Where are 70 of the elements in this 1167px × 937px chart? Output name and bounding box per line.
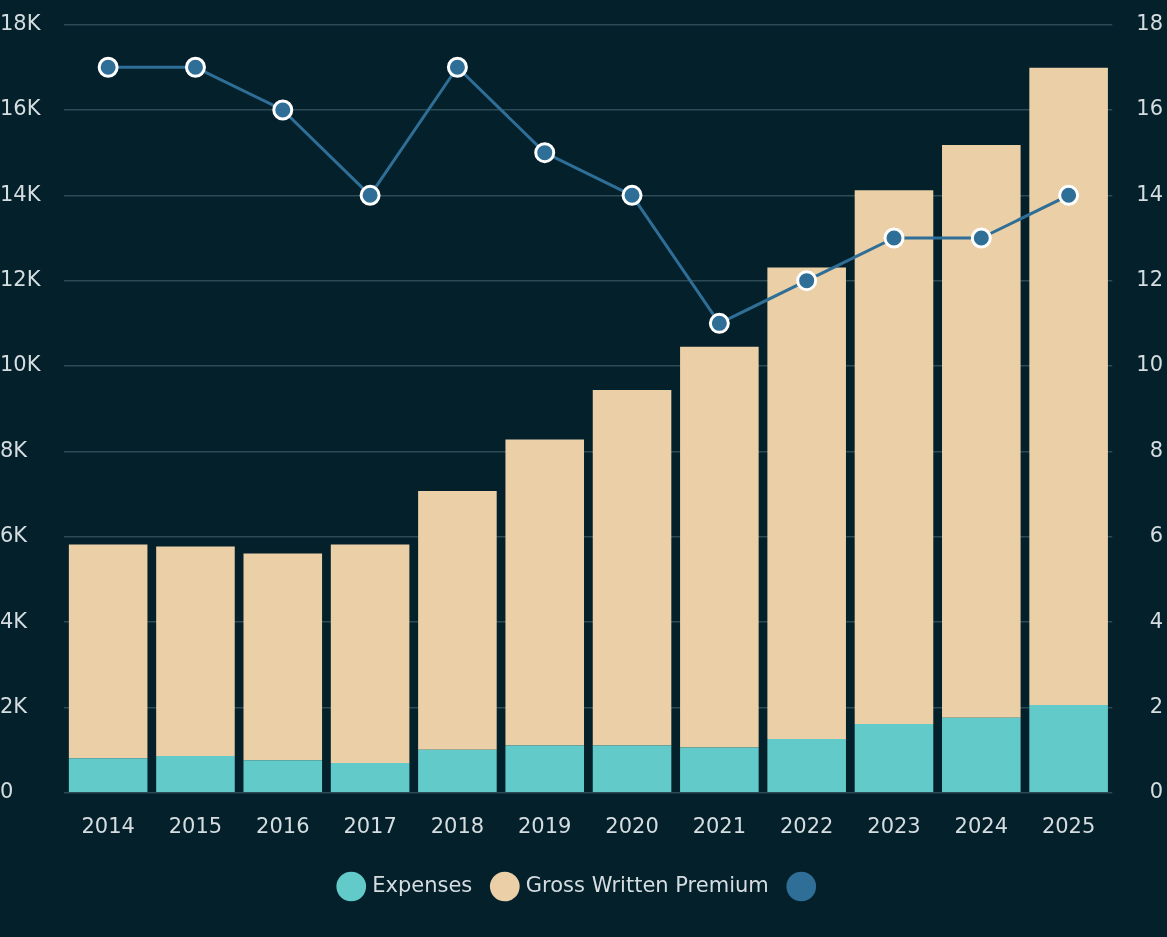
x-tick-label: 2022 [779,813,834,838]
bar [1029,704,1108,793]
bar [680,346,759,748]
point [359,184,381,206]
bar [767,267,846,740]
bar [330,544,410,763]
bar [942,144,1021,718]
bar [68,544,148,759]
point [272,99,294,121]
y-tick-label: 0 [0,779,14,804]
bar [680,747,759,793]
bar [942,717,1021,793]
x-tick-label: 2024 [954,813,1009,838]
y2-tick-label: 2 [1149,693,1163,718]
bar [243,553,323,761]
bar [243,760,323,793]
point [796,270,818,292]
y2-tick-label: 6 [1149,523,1163,548]
y2-tick-label: 0 [1149,779,1163,804]
y2-tick-label: 8 [1149,437,1163,462]
x-tick-label: 2025 [1041,813,1096,838]
y2-tick-label: 12 [1136,267,1163,292]
point [883,227,905,249]
y-tick-label: 8K [0,437,29,462]
bar [854,190,934,725]
y-tick-label: 6K [0,523,29,548]
y2-tick-label: 16 [1136,96,1163,121]
x-tick-label: 2015 [168,813,223,838]
y-tick-label: 2K [0,693,29,718]
point [534,142,556,164]
bar [505,745,585,793]
y-tick-label: 16K [0,96,42,121]
point [1058,184,1080,206]
bar [505,439,585,746]
bar [156,756,235,793]
x-tick-label: 2018 [430,813,485,838]
x-tick-label: 2021 [692,813,747,838]
bar [854,724,934,793]
point [446,56,468,78]
y-tick-label: 4K [0,608,29,633]
bar [1029,67,1108,705]
bar [592,745,672,793]
y2-tick-label: 4 [1149,608,1163,633]
bar [68,758,148,793]
y-tick-label: 14K [0,181,42,206]
y2-tick-label: 18 [1136,11,1163,36]
point [97,56,119,78]
x-tick-label: 2023 [867,813,921,838]
y2-tick-label: 14 [1136,181,1163,206]
x-tick-label: 2019 [518,813,572,838]
y-tick-label: 12K [0,267,42,292]
bar [592,389,672,746]
y2-tick-label: 10 [1136,352,1163,377]
y-tick-label: 18K [0,11,42,36]
x-tick-label: 2017 [343,813,397,838]
point [621,184,643,206]
bar [330,762,410,793]
x-tick-label: 2016 [256,813,310,838]
y-tick-label: 10K [0,352,42,377]
x-tick-label: 2014 [81,813,135,838]
legend-label: Gross Written Premium [525,872,769,897]
legend-label: Expenses [372,872,473,897]
point [184,56,206,78]
bar [418,749,497,793]
bar [418,491,497,750]
bar [156,546,235,757]
bar [767,739,846,793]
point [708,312,730,334]
x-tick-label: 2020 [605,813,659,838]
point [970,227,992,249]
